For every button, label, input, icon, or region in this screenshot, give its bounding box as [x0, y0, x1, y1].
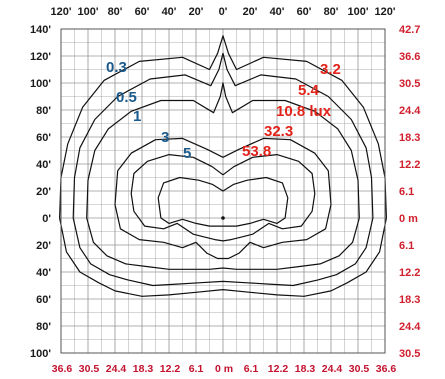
right-tick-label: 12.2: [399, 159, 420, 171]
right-tick-label: 24.4: [399, 321, 421, 333]
top-tick-label: 20': [189, 6, 204, 18]
bottom-tick-label: 30.5: [79, 363, 100, 375]
left-tick-label: 100': [30, 78, 51, 90]
bottom-axis-labels: 36.6 30.5 24.4 18.3 12.2 6.1 0 m 6.1 12.…: [52, 363, 397, 375]
top-tick-label: 100': [78, 6, 99, 18]
bottom-tick-label: 24.4: [322, 363, 343, 375]
top-tick-label: 40': [270, 6, 285, 18]
top-tick-label: 60': [297, 6, 312, 18]
isolux-label-0.3-fc: 0.3: [106, 59, 127, 76]
right-tick-label: 12.2: [399, 267, 420, 279]
luminaire-origin-marker: [221, 216, 225, 220]
bottom-tick-label: 12.2: [268, 363, 289, 375]
isolux-label-3.2-lux: 3.2: [320, 61, 341, 78]
isolux-contour-0.3-fc: [59, 35, 387, 297]
right-tick-label: 30.5: [399, 348, 420, 360]
isolux-contour-0.5-fc: [72, 52, 374, 287]
left-tick-label: 40': [36, 267, 51, 279]
isolux-label-1-fc: 1: [133, 108, 141, 125]
top-tick-label: 60': [135, 6, 150, 18]
top-tick-label: 120': [51, 6, 72, 18]
top-tick-label: 100': [348, 6, 369, 18]
right-tick-label: 42.7: [399, 24, 420, 36]
left-tick-label: 80': [36, 321, 51, 333]
isolux-contour-10-fc: [157, 176, 289, 227]
right-tick-label: 6.1: [399, 186, 414, 198]
top-tick-label: 20': [243, 6, 258, 18]
bottom-tick-label: 30.5: [349, 363, 370, 375]
left-tick-label: 40': [36, 159, 51, 171]
left-tick-label: 0': [42, 213, 51, 225]
isolux-fc-labels: 0.3 0.5 1 3 5: [106, 59, 191, 162]
right-tick-label: 18.3: [399, 132, 420, 144]
left-tick-label: 60': [36, 294, 51, 306]
bottom-tick-label: 0 m: [215, 363, 233, 375]
left-tick-label: 20': [36, 186, 51, 198]
isolux-label-32.3-lux: 32.3: [264, 123, 293, 140]
top-tick-label: 0': [219, 6, 228, 18]
left-tick-label: 20': [36, 240, 51, 252]
isolux-contour-5-fc: [130, 154, 316, 242]
right-tick-label: 36.6: [399, 51, 420, 63]
left-tick-label: 120': [30, 51, 51, 63]
right-tick-label: 6.1: [399, 240, 414, 252]
top-tick-label: 40': [162, 6, 177, 18]
bottom-tick-label: 12.2: [160, 363, 181, 375]
right-tick-label: 30.5: [399, 78, 420, 90]
bottom-tick-label: 18.3: [295, 363, 316, 375]
isolux-contour-3-fc: [114, 137, 332, 260]
top-axis-labels: 120' 100' 80' 60' 40' 20' 0' 20' 40' 60'…: [51, 6, 396, 18]
right-axis-labels: 42.7 36.6 30.5 24.4 18.3 12.2 6.1 0 m 6.…: [399, 24, 421, 360]
bottom-tick-label: 24.4: [106, 363, 127, 375]
left-tick-label: 80': [36, 105, 51, 117]
isolux-contours: [59, 35, 387, 297]
isolux-label-5-fc: 5: [183, 145, 191, 162]
right-tick-label: 24.4: [399, 105, 421, 117]
bottom-tick-label: 36.6: [52, 363, 73, 375]
isolux-label-3-fc: 3: [161, 129, 169, 146]
isolux-label-10.8-lux: 10.8 lux: [276, 103, 332, 120]
isolux-lux-labels: 3.2 5.4 10.8 lux 32.3 53.8: [242, 61, 341, 160]
right-tick-label: 0 m: [399, 213, 418, 225]
top-tick-label: 80': [324, 6, 339, 18]
left-tick-label: 140': [30, 24, 51, 36]
left-axis-labels: 140' 120' 100' 80' 60' 40' 20' 0' 20' 40…: [30, 24, 51, 360]
bottom-tick-label: 6.1: [244, 363, 259, 375]
isolux-label-53.8-lux: 53.8: [242, 143, 271, 160]
isolux-label-5.4-lux: 5.4: [298, 82, 320, 99]
left-tick-label: 100': [30, 348, 51, 360]
left-tick-label: 60': [36, 132, 51, 144]
right-tick-label: 18.3: [399, 294, 420, 306]
bottom-tick-label: 6.1: [189, 363, 204, 375]
bottom-tick-label: 18.3: [133, 363, 154, 375]
isolux-contour-1-fc: [86, 82, 360, 270]
top-tick-label: 80': [108, 6, 123, 18]
plot-frame: [60, 28, 386, 354]
isolux-label-0.5-fc: 0.5: [116, 89, 137, 106]
top-tick-label: 120': [375, 6, 396, 18]
bottom-tick-label: 36.6: [376, 363, 397, 375]
